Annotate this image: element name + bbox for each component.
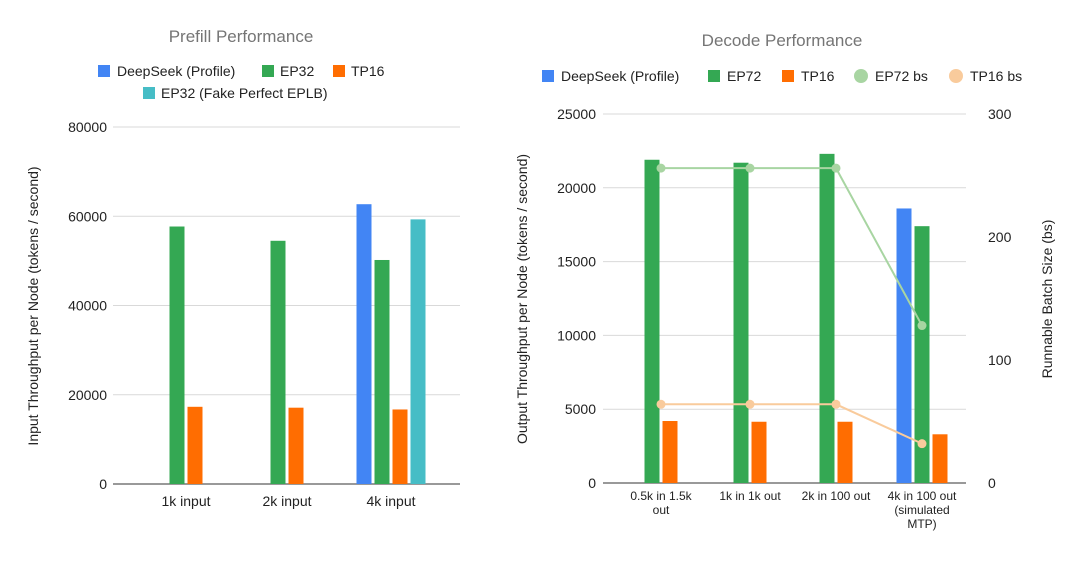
decode-title: Decode Performance [702,31,863,50]
y-tick-label: 80000 [68,119,107,135]
decode-lines [656,163,927,449]
legend-label: EP32 [280,63,314,79]
y2-tick-label: 300 [988,106,1012,122]
series-line [661,167,923,327]
legend-label: DeepSeek (Profile) [117,63,235,79]
y-tick-label: 25000 [557,106,596,122]
legend-swatch [949,69,963,83]
legend-label: TP16 bs [970,68,1022,84]
bar [374,259,390,484]
y2-tick-label: 0 [988,475,996,491]
y-tick-label: 20000 [68,387,107,403]
y-tick-label: 20000 [557,180,596,196]
legend-swatch [143,87,155,99]
bar [751,421,767,483]
x-tick-label: 2k in 100 out [802,489,871,503]
bar [914,226,930,483]
decode-y2-axis-title: Runnable Batch Size (bs) [1039,220,1055,379]
x-tick-label: 0.5k in 1.5k out [630,489,692,517]
y-tick-label: 10000 [557,327,596,343]
legend-swatch [708,70,720,82]
line-point [917,321,927,331]
legend-label: EP32 (Fake Perfect EPLB) [161,85,328,101]
prefill-title: Prefill Performance [169,27,314,46]
prefill-y-ticks: 0 20000 40000 60000 80000 [68,119,107,492]
bar [662,421,678,483]
legend-label: TP16 [351,63,385,79]
decode-y-axis-title: Output Throughput per Node (tokens / sec… [514,154,530,444]
decode-legend-item: TP16 bs [949,68,1022,84]
bar [644,159,660,484]
prefill-gridlines [113,126,460,485]
line-point [745,163,755,173]
series-line [661,403,923,445]
bar [896,208,912,484]
legend-swatch [542,70,554,82]
bar [392,409,408,484]
prefill-y-axis-title: Input Throughput per Node (tokens / seco… [25,166,41,445]
decode-legend: DeepSeek (Profile) EP72 TP16 EP72 bs TP1… [542,68,1022,84]
legend-swatch [333,65,345,77]
legend-label: TP16 [801,68,835,84]
decode-legend-item: EP72 [708,68,761,84]
legend-label: EP72 bs [875,68,928,84]
bar [932,434,948,483]
bar [288,407,304,484]
y-tick-label: 0 [99,476,107,492]
prefill-categories: 1k input 2k input 4k input [161,493,415,509]
y-tick-label: 5000 [565,401,596,417]
legend-swatch [782,70,794,82]
x-tick-label: 1k input [161,493,210,509]
y-tick-label: 60000 [68,208,107,224]
prefill-legend-item: EP32 [262,63,314,79]
decode-legend-item: DeepSeek (Profile) [542,68,679,84]
prefill-legend-item: EP32 (Fake Perfect EPLB) [143,85,328,101]
bar [819,153,835,484]
x-tick-label: 2k input [262,493,311,509]
legend-swatch [854,69,868,83]
decode-legend-item: EP72 bs [854,68,928,84]
line-point [831,163,841,173]
bar [733,162,749,483]
line-point [917,439,927,449]
bar [837,421,853,483]
decode-categories: 0.5k in 1.5k out 1k in 1k out 2k in 100 out… [630,489,957,531]
prefill-legend-item: TP16 [333,63,385,79]
prefill-legend-item: DeepSeek (Profile) [98,63,235,79]
x-tick-label: 4k input [366,493,415,509]
y-tick-label: 0 [588,475,596,491]
decode-bars [644,153,948,484]
legend-swatch [98,65,110,77]
line-point [656,399,666,409]
line-point [656,163,666,173]
prefill-legend: DeepSeek (Profile) EP32 TP16 EP32 (Fake … [98,63,385,101]
y2-tick-label: 100 [988,352,1012,368]
bar [270,240,286,484]
line-point [745,399,755,409]
bar [410,219,426,484]
x-tick-label: 1k in 1k out [719,489,781,503]
legend-swatch [262,65,274,77]
decode-legend-item: TP16 [782,68,835,84]
legend-label: DeepSeek (Profile) [561,68,679,84]
x-tick-label: 4k in 100 out (simulated MTP) [888,489,957,531]
y-tick-label: 15000 [557,254,596,270]
bar [356,204,372,485]
decode-y2-ticks: 0 100 200 300 [988,106,1012,491]
y2-tick-label: 200 [988,229,1012,245]
decode-chart: Decode Performance DeepSeek (Profile) EP… [514,31,1055,531]
y-tick-label: 40000 [68,298,107,314]
legend-label: EP72 [727,68,761,84]
line-point [831,399,841,409]
decode-y-ticks: 0 5000 10000 15000 20000 25000 [557,106,596,491]
prefill-bars [169,204,426,485]
bar [187,406,203,484]
prefill-chart: Prefill Performance DeepSeek (Profile) E… [25,27,460,509]
bar [169,226,185,485]
